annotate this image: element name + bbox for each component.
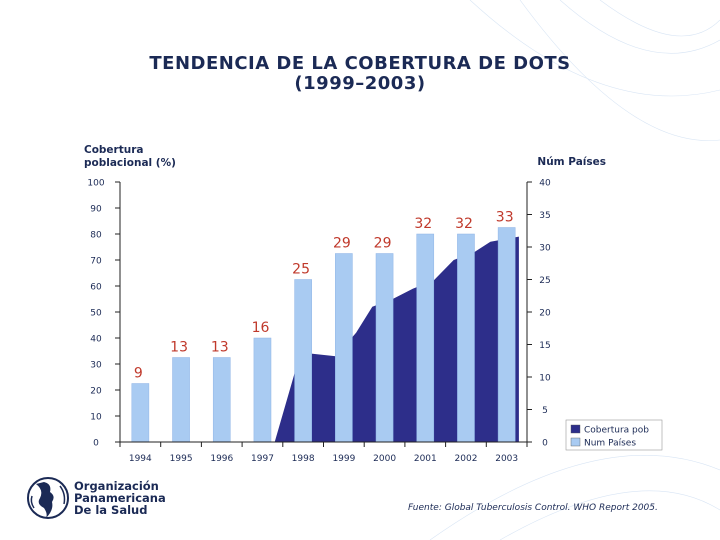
y-left-tick-label: 10 bbox=[90, 413, 102, 423]
legend-label: Cobertura pob bbox=[584, 426, 649, 436]
bar-2003 bbox=[497, 227, 516, 443]
y-right-tick-label: 25 bbox=[539, 276, 550, 286]
bar-2000 bbox=[375, 253, 394, 443]
y-left-tick-label: 50 bbox=[90, 309, 102, 319]
bar-1999 bbox=[335, 253, 353, 443]
bar-label-2002: 32 bbox=[455, 216, 473, 232]
bar-label-1995: 13 bbox=[170, 340, 188, 356]
x-tick-label-1997: 1997 bbox=[251, 454, 274, 464]
legend-swatch bbox=[570, 424, 581, 434]
x-tick-label-1994: 1994 bbox=[129, 454, 152, 464]
y-right-tick-label: 5 bbox=[542, 406, 548, 416]
org-name-line2: Panamericana bbox=[74, 491, 166, 505]
chart-subtitle: (1999–2003) bbox=[294, 73, 426, 94]
y-left-tick-label: 70 bbox=[90, 257, 102, 267]
y-left-tick-label: 30 bbox=[90, 361, 102, 371]
bar-2001 bbox=[416, 233, 435, 443]
bar-label-2003: 33 bbox=[496, 210, 514, 226]
x-tick-label-2001: 2001 bbox=[414, 454, 437, 464]
y-left-tick-label: 40 bbox=[90, 335, 102, 345]
x-tick-label-2003: 2003 bbox=[495, 454, 518, 464]
bar-2002 bbox=[457, 233, 475, 443]
bar-label-1996: 13 bbox=[211, 340, 229, 356]
bar-label-1994: 9 bbox=[134, 366, 143, 382]
y-left-tick-label: 60 bbox=[90, 283, 102, 293]
bar-label-2000: 29 bbox=[374, 236, 392, 252]
y-left-axis-title: Cobertura poblacional (%) bbox=[84, 144, 194, 170]
legend-swatch bbox=[570, 437, 581, 447]
bar-label-2001: 32 bbox=[414, 216, 432, 232]
bar-1994 bbox=[131, 383, 150, 443]
x-tick-label-2000: 2000 bbox=[373, 454, 396, 464]
legend-box bbox=[565, 419, 663, 451]
bar-label-1999: 29 bbox=[333, 236, 351, 252]
legend-label: Num Países bbox=[584, 439, 636, 449]
bar-1997 bbox=[253, 337, 272, 443]
y-right-tick-label: 15 bbox=[539, 341, 550, 351]
bar-1996 bbox=[212, 357, 231, 443]
y-right-tick-label: 0 bbox=[542, 439, 548, 449]
org-name-line1: Organización bbox=[74, 479, 159, 493]
bar-label-1998: 25 bbox=[292, 262, 310, 278]
y-left-tick-label: 80 bbox=[90, 231, 102, 241]
y-left-axis-title-line1: Cobertura bbox=[84, 144, 144, 156]
globe-icon bbox=[27, 477, 69, 519]
y-right-tick-label: 30 bbox=[539, 244, 551, 254]
x-tick-label-1996: 1996 bbox=[210, 454, 233, 464]
chart-title: TENDENCIA DE LA COBERTURA DE DOTS bbox=[149, 53, 571, 74]
bars-layer: 9 13 13 16 25 29 29 32 32 33 bbox=[131, 210, 516, 443]
y-left-tick-label: 20 bbox=[90, 387, 102, 397]
source-note: Fuente: Global Tuberculosis Control. WHO… bbox=[408, 503, 658, 513]
y-right-tick-label: 35 bbox=[539, 211, 550, 221]
x-tick-label-1999: 1999 bbox=[332, 454, 355, 464]
bar-label-1997: 16 bbox=[252, 320, 270, 336]
axes-layer: 0 10 20 30 40 50 60 70 80 90 100 0 5 10 15 20 25 30 35 40 19… bbox=[87, 179, 551, 465]
paho-logo bbox=[27, 477, 69, 519]
bar-1995 bbox=[172, 357, 190, 443]
y-right-axis-title: Núm Países bbox=[537, 156, 606, 168]
x-tick-label-1995: 1995 bbox=[170, 454, 193, 464]
y-left-tick-label: 90 bbox=[90, 205, 102, 215]
bar-1998 bbox=[294, 279, 312, 443]
y-left-tick-label: 100 bbox=[87, 179, 104, 189]
y-left-axis-title-line2: poblacional (%) bbox=[84, 157, 176, 169]
org-name-line3: De la Salud bbox=[74, 503, 148, 517]
y-left-tick-label: 0 bbox=[93, 439, 99, 449]
y-right-tick-label: 20 bbox=[539, 309, 551, 319]
y-right-tick-label: 40 bbox=[539, 179, 551, 189]
x-tick-label-1998: 1998 bbox=[292, 454, 315, 464]
legend: Cobertura pob Num Países bbox=[565, 419, 663, 451]
y-right-tick-label: 10 bbox=[539, 374, 551, 384]
x-tick-label-2002: 2002 bbox=[455, 454, 478, 464]
